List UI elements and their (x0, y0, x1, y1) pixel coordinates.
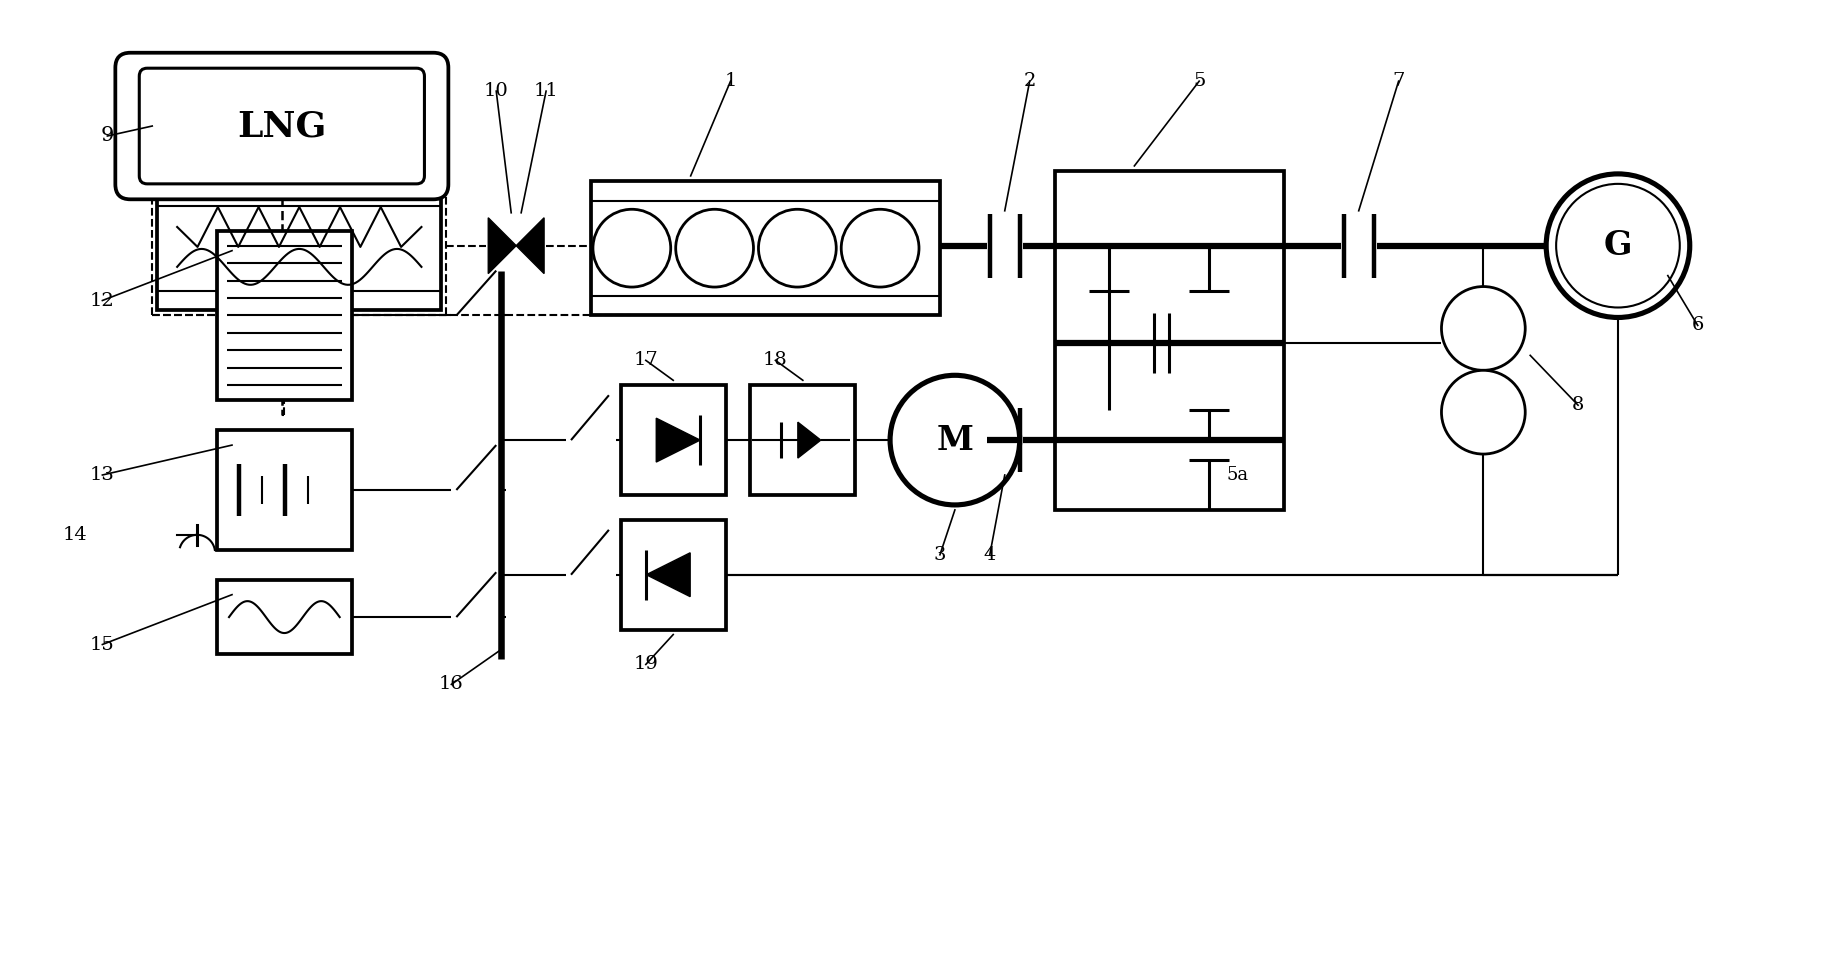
Text: 6: 6 (1691, 316, 1704, 334)
Polygon shape (516, 218, 543, 273)
Text: 18: 18 (764, 351, 788, 370)
Text: 14: 14 (62, 526, 88, 543)
FancyBboxPatch shape (116, 53, 448, 200)
Text: 16: 16 (439, 675, 465, 693)
Bar (591, 180, 940, 315)
Text: 1: 1 (725, 73, 736, 90)
Text: 19: 19 (633, 655, 659, 673)
Text: G: G (1603, 229, 1632, 263)
Circle shape (1557, 184, 1680, 308)
Text: 10: 10 (485, 82, 509, 100)
Bar (158, 186, 441, 310)
Polygon shape (488, 218, 516, 273)
Text: 9: 9 (101, 126, 114, 145)
Text: 4: 4 (984, 545, 995, 563)
Text: 13: 13 (90, 466, 116, 484)
Polygon shape (646, 553, 690, 597)
Text: 8: 8 (1572, 396, 1584, 414)
Circle shape (890, 375, 1019, 505)
Bar (621, 385, 725, 495)
Circle shape (1441, 286, 1526, 371)
Text: 12: 12 (90, 291, 116, 309)
Text: 5a: 5a (1226, 466, 1248, 484)
Bar (217, 430, 353, 550)
Text: 2: 2 (1023, 73, 1036, 90)
Polygon shape (799, 422, 821, 458)
Text: 7: 7 (1392, 73, 1405, 90)
Bar (751, 385, 856, 495)
Circle shape (841, 209, 920, 287)
Text: LNG: LNG (237, 109, 327, 143)
FancyBboxPatch shape (140, 68, 424, 184)
Bar (217, 580, 353, 654)
Circle shape (593, 209, 670, 287)
Text: 15: 15 (90, 635, 116, 653)
Circle shape (676, 209, 753, 287)
Circle shape (1441, 371, 1526, 454)
Circle shape (1546, 174, 1689, 317)
Text: 5: 5 (1193, 73, 1206, 90)
Polygon shape (655, 418, 700, 462)
Text: 17: 17 (633, 351, 657, 370)
Text: 3: 3 (935, 545, 946, 563)
Bar (621, 520, 725, 629)
Bar (217, 231, 353, 400)
Text: 11: 11 (534, 82, 558, 100)
Circle shape (758, 209, 835, 287)
Bar (1054, 171, 1283, 510)
Text: M: M (936, 424, 973, 456)
